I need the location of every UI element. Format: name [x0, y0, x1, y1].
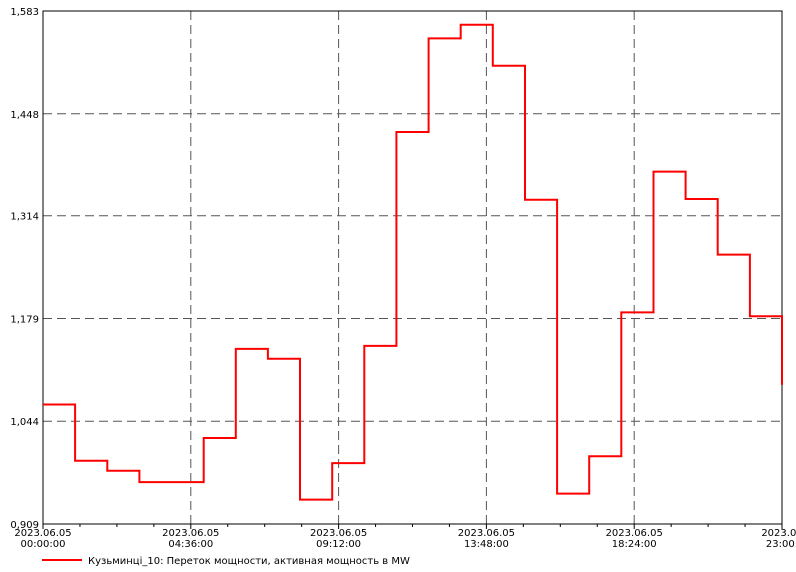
axis-layer: 0,909 1,044 1,179 1,314 1,448 1,583 2023.06.05…	[10, 7, 796, 550]
legend-label: Кузьминці_10: Переток мощности, активная…	[88, 555, 410, 567]
y-tick-label: 0,909	[10, 520, 39, 531]
y-tick-label: 1,044	[10, 417, 39, 428]
x-tick-time-label: 18:24:00	[612, 539, 657, 550]
series-line	[43, 23, 783, 501]
x-tick-date-label: 2023.06.05	[14, 528, 71, 539]
x-tick-date-label: 2023.06.05	[162, 528, 219, 539]
x-tick-date-label: 2023.06.05	[310, 528, 367, 539]
legend: Кузьминці_10: Переток мощности, активная…	[42, 555, 410, 567]
x-tick-time-label: 04:36:00	[168, 539, 213, 550]
grid-layer	[43, 11, 782, 524]
plot-frame	[42, 10, 783, 525]
x-tick-time-label: 23:00:	[766, 539, 796, 550]
x-tick-date-label: 2023.06.05	[458, 528, 515, 539]
y-tick-label: 1,448	[10, 110, 39, 121]
y-tick-label: 1,179	[10, 314, 39, 325]
series-layer	[43, 23, 783, 501]
x-tick-date-label: 2023.06	[761, 528, 796, 539]
x-tick-time-label: 00:00:00	[21, 539, 66, 550]
y-tick-label: 1,583	[10, 7, 39, 18]
x-tick-time-label: 13:48:00	[464, 539, 509, 550]
x-tick-time-label: 09:12:00	[316, 539, 361, 550]
y-tick-label: 1,314	[10, 212, 39, 223]
x-tick-date-label: 2023.06.05	[606, 528, 663, 539]
